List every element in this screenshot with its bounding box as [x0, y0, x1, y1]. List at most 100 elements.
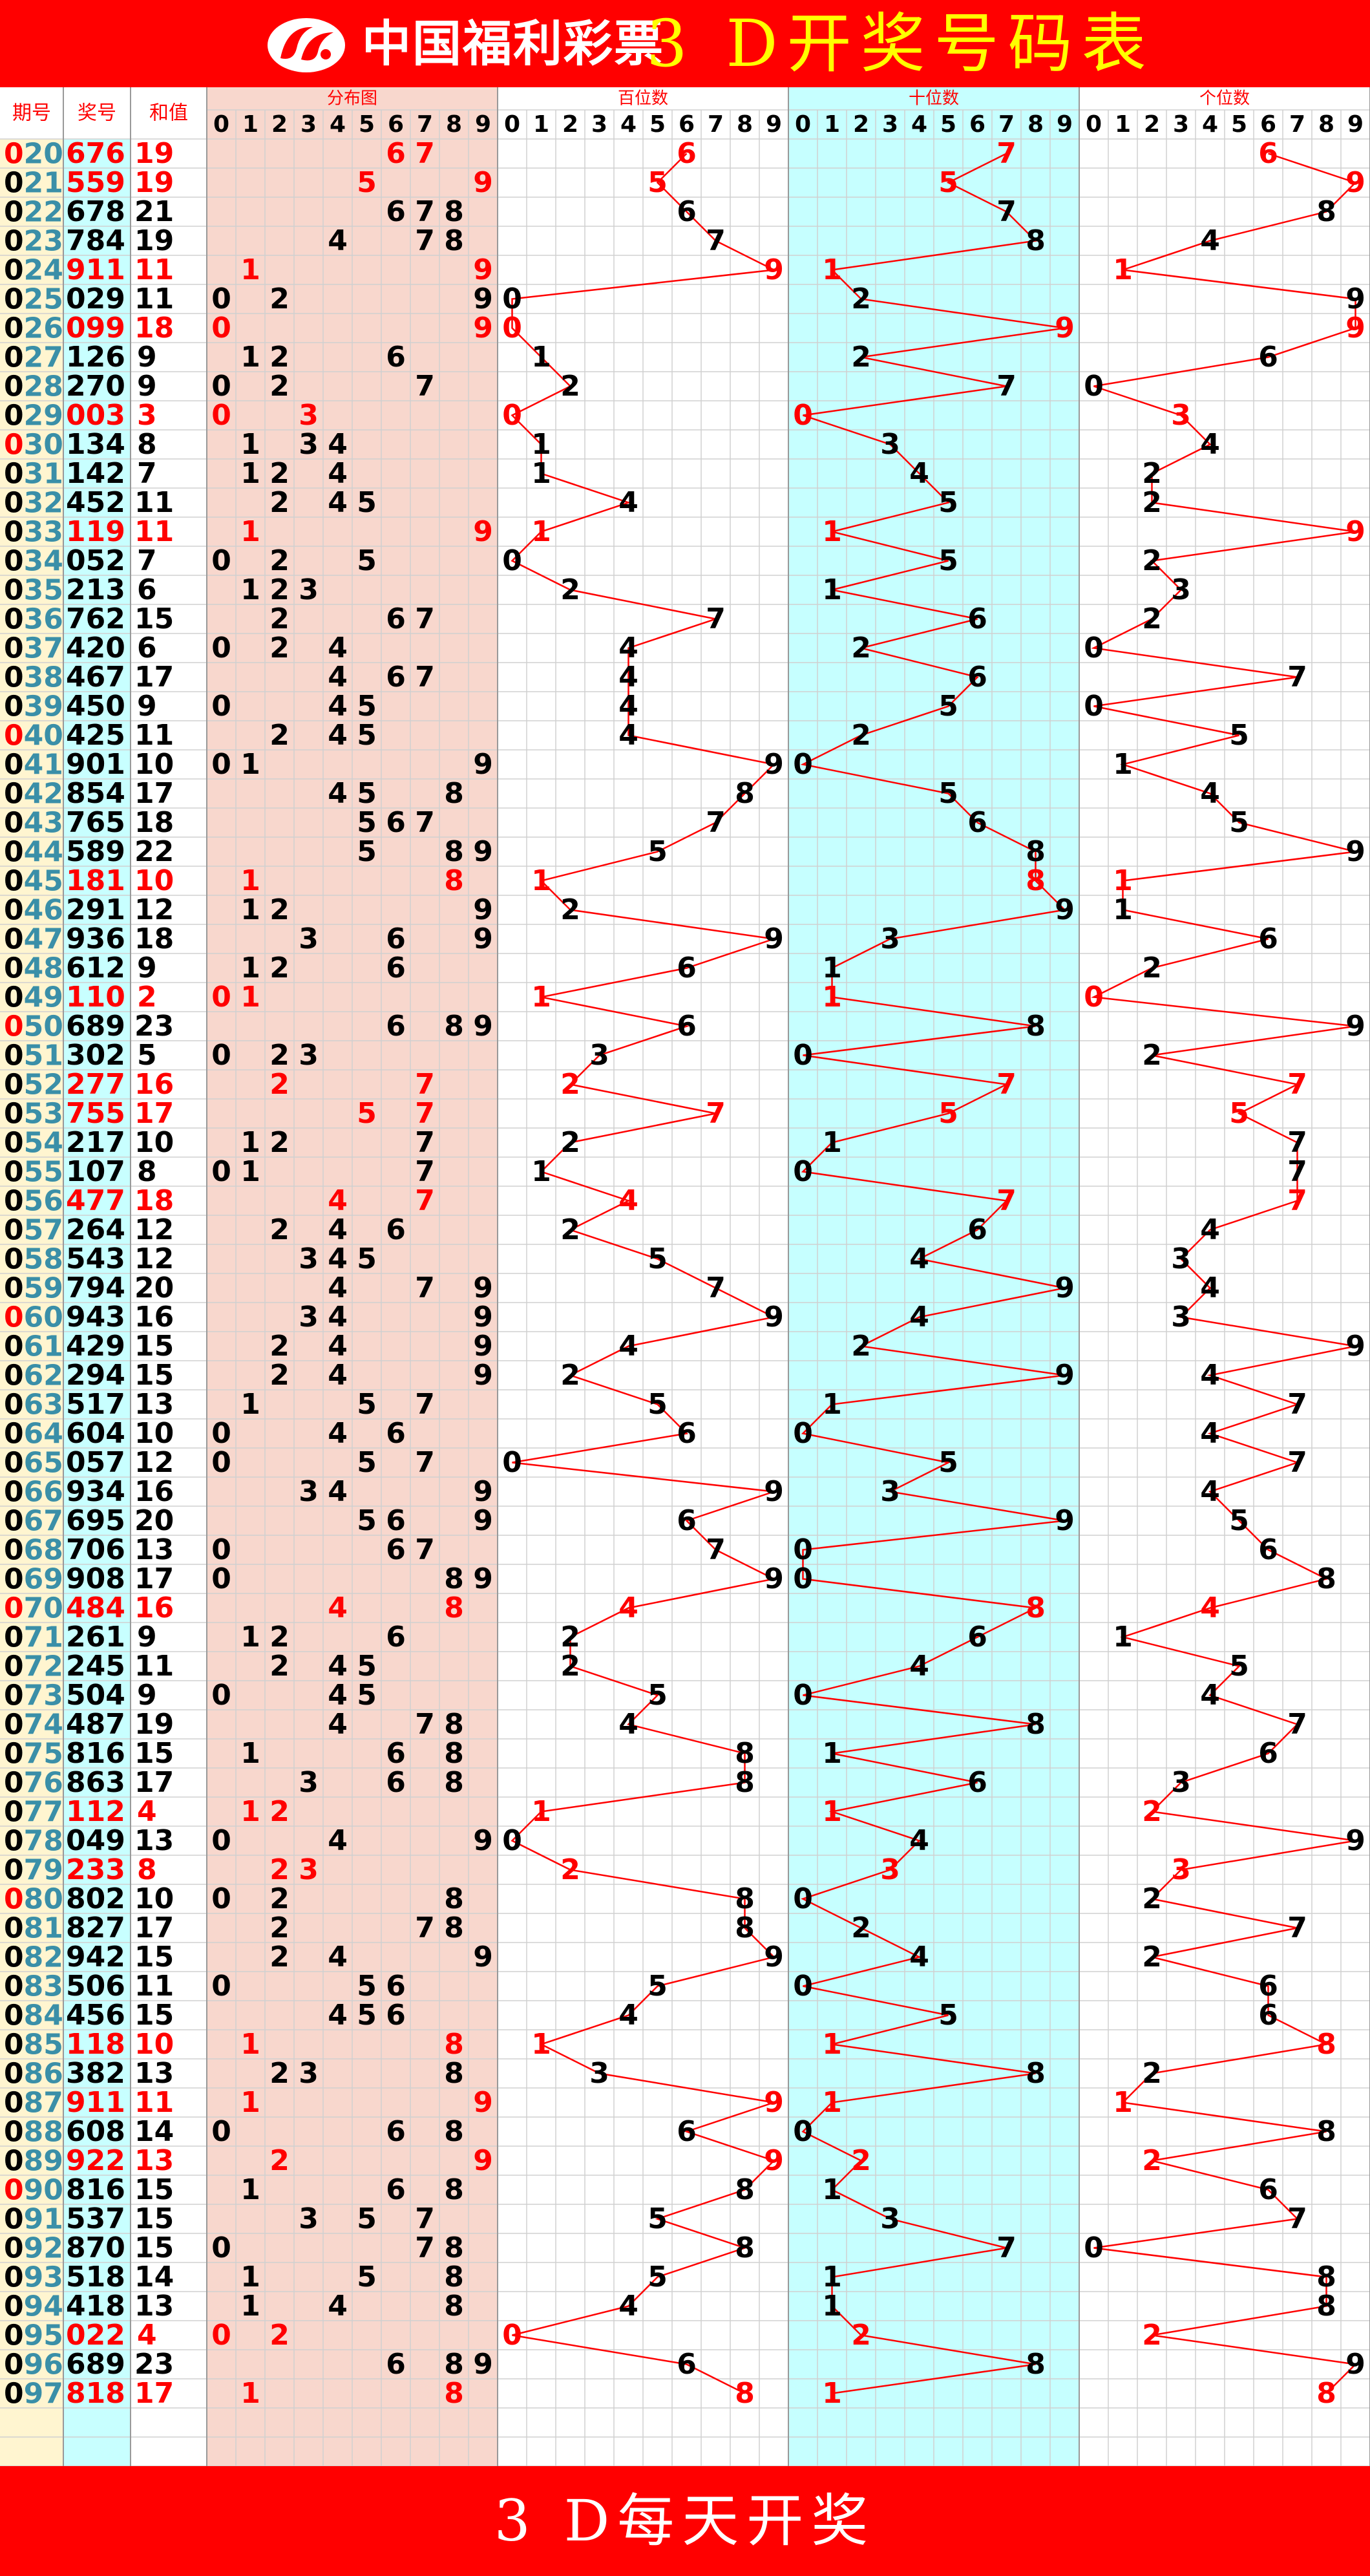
- units-digit: 4: [1200, 1591, 1220, 1624]
- table-row: 058 543 12 3 4 5 5 4 3: [4, 1242, 1191, 1275]
- table-row: 054 217 10 1 2 7 2 1 7: [4, 1126, 1307, 1159]
- hundreds-header: 百位数: [618, 89, 668, 109]
- table-row: 074 487 19 4 7 8 4 8 7: [4, 1708, 1307, 1741]
- distribution-digit: 6: [386, 1010, 406, 1043]
- winning-number-cell: 676: [66, 137, 125, 170]
- distribution-digit: 2: [269, 370, 290, 403]
- distribution-digit: 4: [328, 661, 348, 694]
- hundreds-digit: 1: [531, 1155, 551, 1188]
- distribution-digit: 4: [328, 1272, 348, 1304]
- winning-number-cell: 755: [66, 1097, 125, 1130]
- number-header: 奖号: [78, 102, 116, 125]
- hundreds-digit: 9: [764, 1475, 784, 1508]
- hundreds-digit: 1: [531, 515, 551, 548]
- winning-number-cell: 689: [66, 2348, 125, 2381]
- sum-cell: 15: [134, 1999, 174, 2032]
- distribution-digit: 3: [299, 2202, 319, 2235]
- units-digit: 3: [1171, 399, 1191, 432]
- hundreds-digit: 1: [531, 2028, 551, 2061]
- winning-number-cell: 604: [66, 1417, 125, 1450]
- table-row: 051 302 5 0 2 3 3 0 2: [4, 1039, 1162, 1072]
- digit-header: 3: [1173, 111, 1189, 138]
- period-cell: 041: [4, 748, 63, 781]
- tens-digit: 3: [880, 1475, 900, 1508]
- distribution-digit: 8: [444, 1708, 464, 1741]
- table-gridlines: [0, 87, 1370, 2467]
- units-digit: 8: [1316, 1562, 1336, 1595]
- sum-cell: 16: [134, 1068, 174, 1101]
- hundreds-digit: 2: [560, 1853, 580, 1886]
- sum-cell: 10: [134, 2028, 174, 2061]
- period-cell: 020: [4, 137, 63, 170]
- distribution-digit: 7: [415, 602, 435, 635]
- tens-digit: 5: [938, 544, 958, 577]
- table-row: 055 107 8 0 1 7 1 0 7: [4, 1155, 1307, 1188]
- hundreds-digit: 4: [618, 1330, 638, 1363]
- trend-lines: [511, 153, 1358, 2394]
- sum-cell: 17: [134, 661, 174, 694]
- table-row: 033 119 11 1 9 1 1 9: [4, 515, 1365, 548]
- distribution-digit: 5: [357, 777, 377, 810]
- distribution-digit: 4: [328, 632, 348, 665]
- tens-digit: 6: [967, 1621, 987, 1654]
- distribution-digit: 4: [328, 2290, 348, 2323]
- sum-cell: 7: [137, 544, 157, 577]
- table-row: 052 277 16 2 7 2 7 7: [4, 1068, 1307, 1101]
- distribution-digit: 2: [269, 573, 290, 606]
- sum-cell: 5: [137, 1039, 157, 1072]
- units-digit: 6: [1258, 1533, 1278, 1566]
- winning-number-cell: 863: [66, 1766, 125, 1799]
- hundreds-digit: 8: [735, 1911, 755, 1944]
- sum-cell: 13: [134, 1533, 174, 1566]
- digit-header: 1: [824, 111, 840, 138]
- distribution-digit: 6: [386, 1417, 406, 1450]
- winning-number-cell: 302: [66, 1039, 125, 1072]
- tens-digit: 5: [938, 1446, 958, 1479]
- distribution-digit: 9: [473, 2086, 493, 2119]
- sum-cell: 9: [137, 690, 157, 723]
- units-digit: 6: [1258, 1999, 1278, 2032]
- hundreds-digit: 3: [589, 1039, 609, 1072]
- distribution-digit: 9: [473, 893, 493, 926]
- winning-number-cell: 901: [66, 748, 125, 781]
- table-row: 081 827 17 2 7 8 8 2 7: [4, 1911, 1307, 1944]
- distribution-digit: 9: [473, 1010, 493, 1043]
- tens-digit: 2: [851, 1911, 871, 1944]
- distribution-digit: 3: [299, 573, 319, 606]
- hundreds-digit: 6: [677, 1010, 697, 1043]
- distribution-digit: 1: [240, 864, 260, 897]
- distribution-digit: 5: [357, 2261, 377, 2294]
- sum-cell: 4: [137, 2319, 157, 2352]
- distribution-digit: 4: [328, 1359, 348, 1392]
- period-cell: 074: [4, 1708, 63, 1741]
- period-cell: 065: [4, 1446, 63, 1479]
- tens-digit: 1: [822, 2261, 842, 2294]
- digit-header: 0: [504, 111, 520, 138]
- sum-cell: 11: [134, 486, 174, 519]
- winning-number-cell: 052: [66, 544, 125, 577]
- tens-digit: 4: [909, 1301, 929, 1334]
- sum-cell: 15: [134, 1737, 174, 1770]
- distribution-digit: 6: [386, 952, 406, 985]
- units-digit: 2: [1142, 602, 1162, 635]
- distribution-digit: 5: [357, 1970, 377, 2003]
- units-digit: 9: [1345, 2348, 1365, 2381]
- units-digit: 7: [1287, 2202, 1307, 2235]
- period-cell: 031: [4, 457, 63, 490]
- sum-cell: 15: [134, 1941, 174, 1974]
- winning-number-cell: 261: [66, 1621, 125, 1654]
- sum-cell: 9: [137, 1679, 157, 1712]
- sum-cell: 6: [137, 632, 157, 665]
- sum-cell: 4: [137, 1795, 157, 1828]
- units-trend-line: [1091, 153, 1358, 2394]
- tens-digit: 0: [793, 1679, 813, 1712]
- digit-header: 4: [330, 111, 346, 138]
- units-digit: 6: [1258, 1737, 1278, 1770]
- sum-cell: 10: [134, 1417, 174, 1450]
- winning-number-cell: 477: [66, 1184, 125, 1217]
- period-cell: 090: [4, 2173, 63, 2206]
- sum-cell: 8: [137, 428, 157, 461]
- tens-digit: 5: [938, 166, 958, 199]
- units-digit: 6: [1258, 2173, 1278, 2206]
- distribution-digit: 0: [211, 312, 231, 345]
